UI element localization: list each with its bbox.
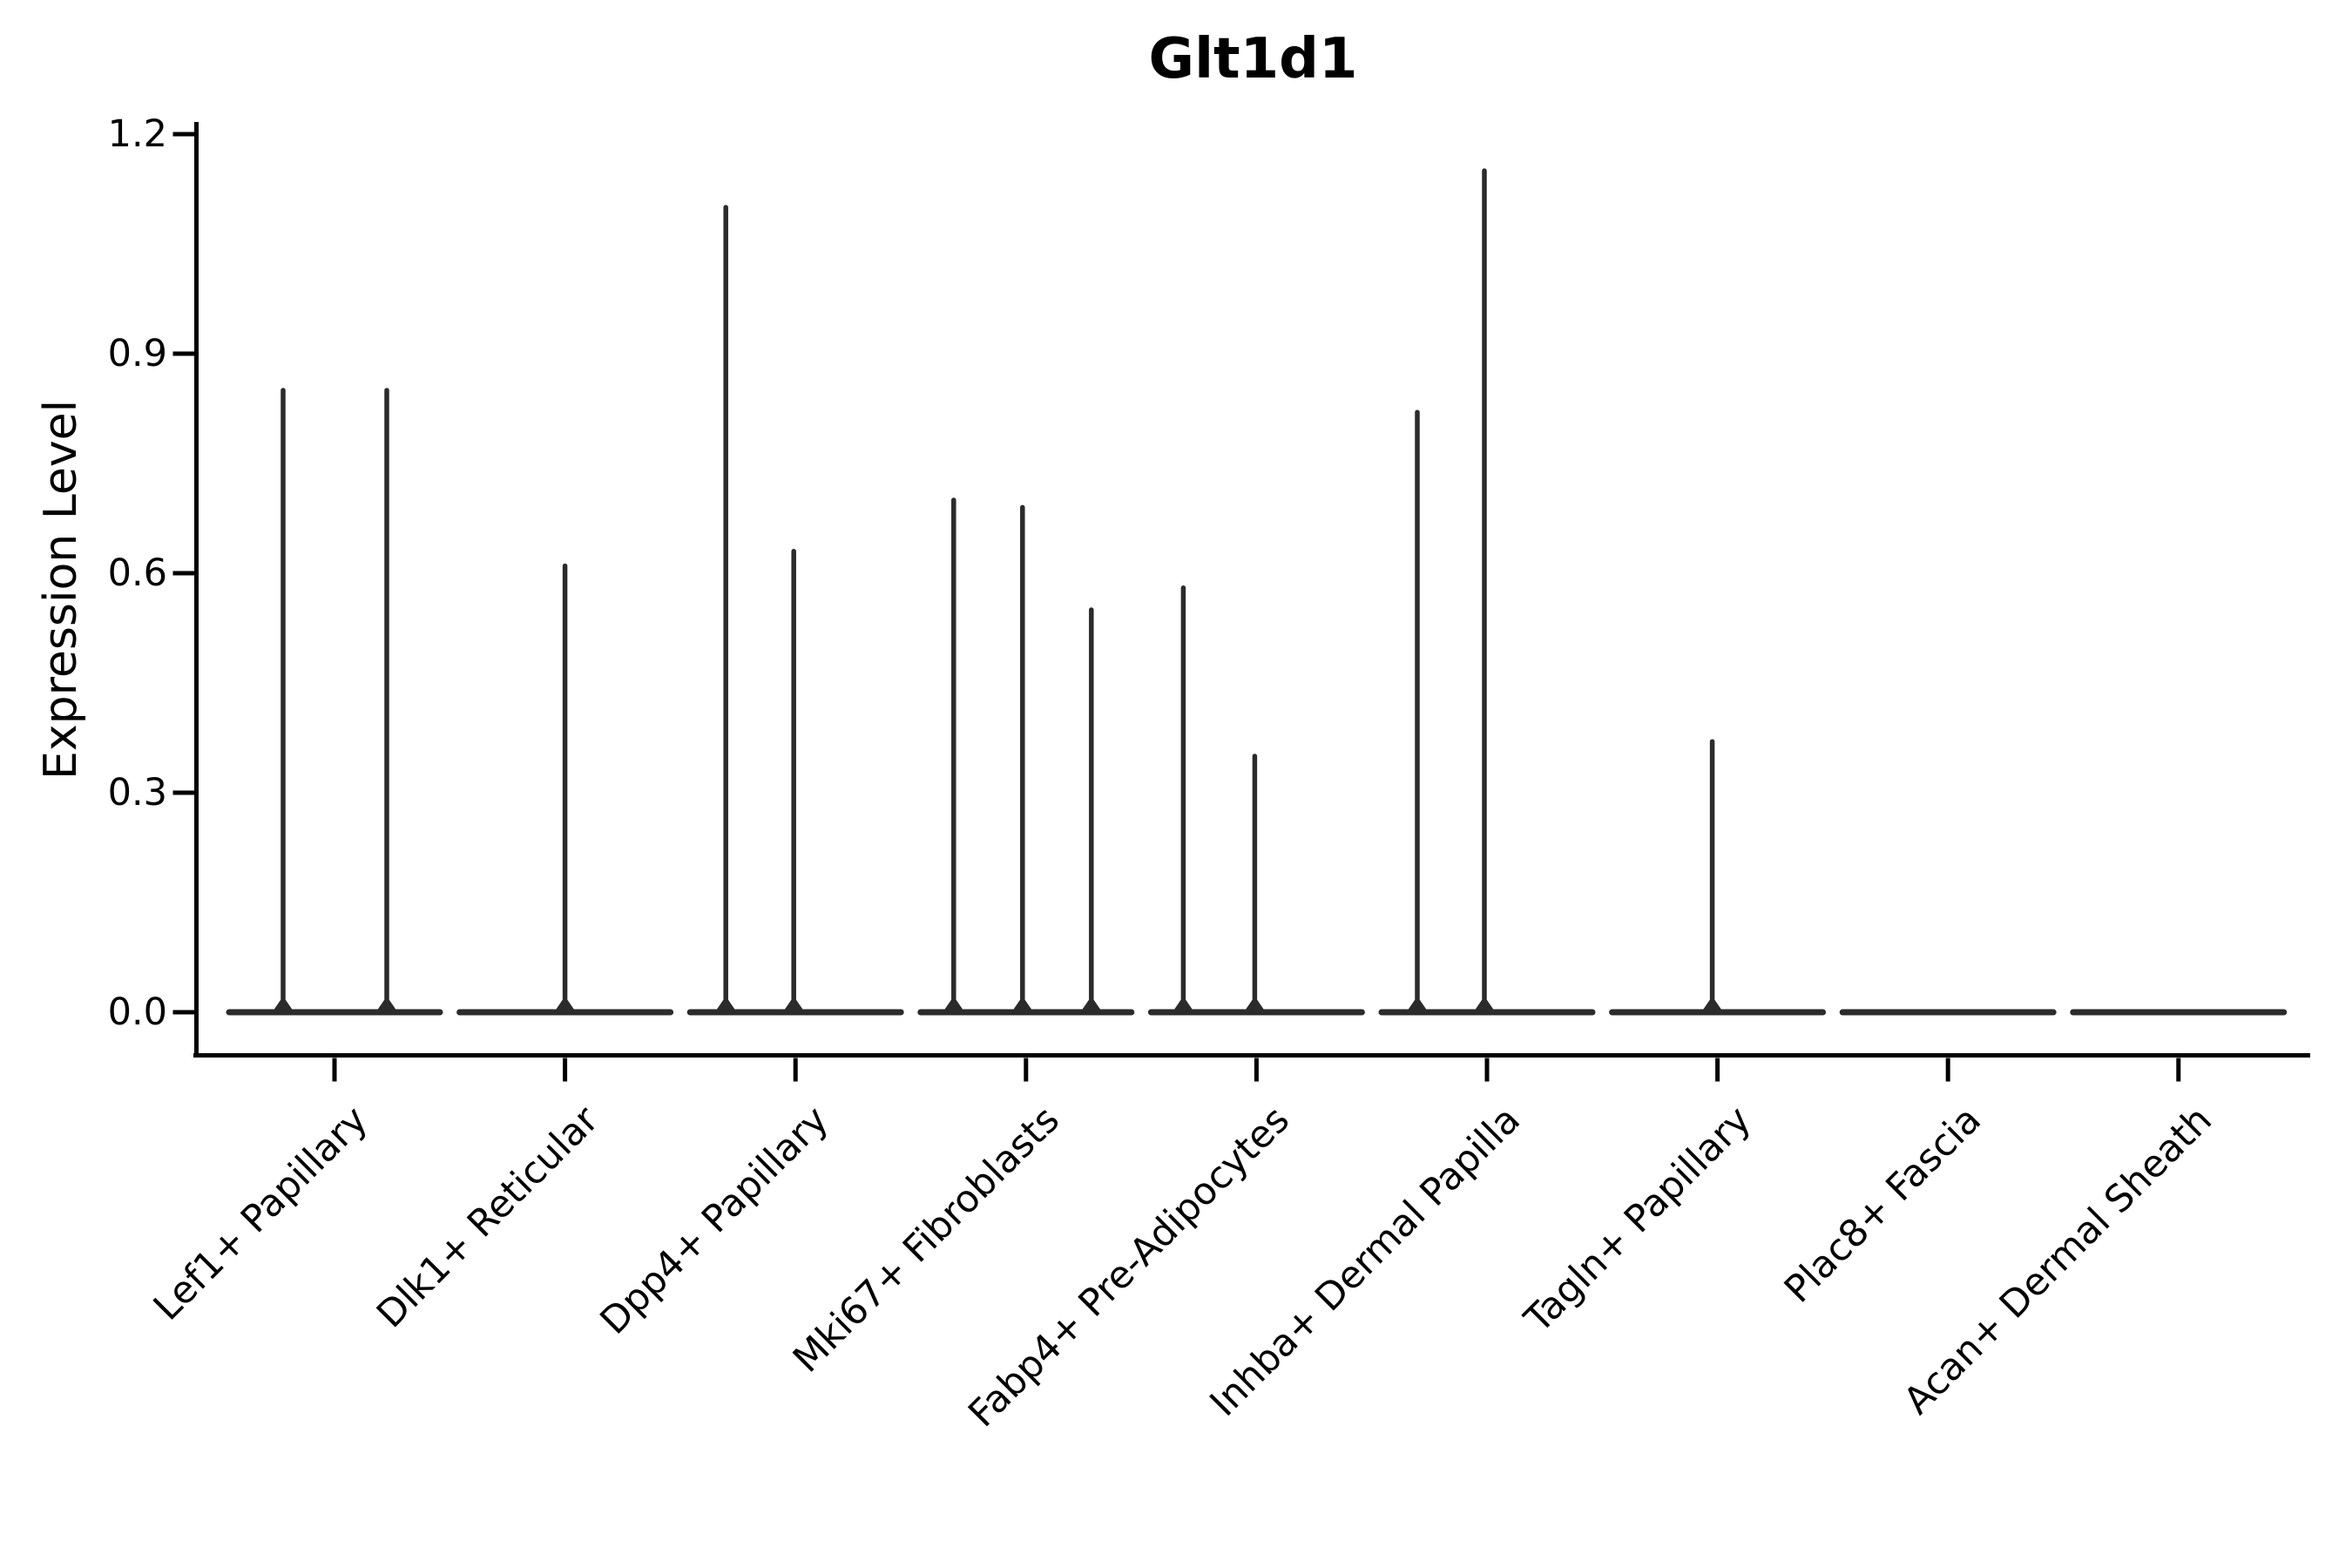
y-tick-label: 0.9 <box>107 332 167 375</box>
y-tick-label: 0.6 <box>107 551 167 595</box>
y-tick-label: 0.0 <box>107 990 167 1034</box>
plot-title: Glt1d1 <box>1148 27 1358 91</box>
y-tick-label: 0.3 <box>107 771 167 814</box>
y-tick-label: 1.2 <box>107 112 167 156</box>
